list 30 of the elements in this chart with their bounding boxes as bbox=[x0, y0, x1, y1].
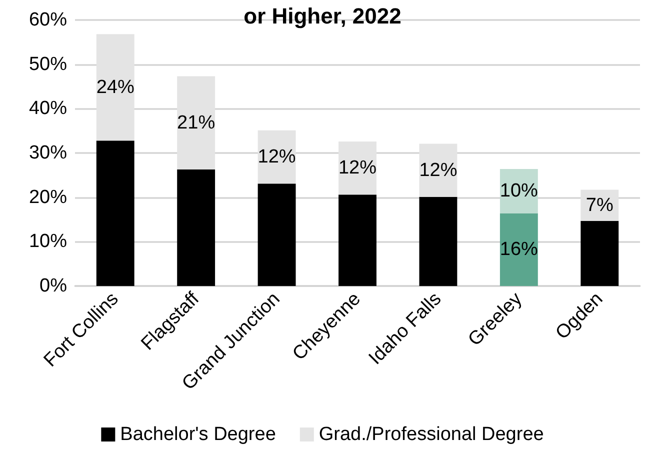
data-label: 16% bbox=[500, 239, 538, 260]
data-label: 12% bbox=[419, 160, 458, 181]
bar bbox=[500, 213, 538, 286]
legend-label: Bachelor's Degree bbox=[120, 424, 276, 445]
bar bbox=[338, 194, 376, 286]
y-tick-label: 20% bbox=[28, 186, 68, 208]
bar bbox=[177, 169, 216, 286]
data-label: 10% bbox=[500, 180, 538, 202]
bar bbox=[580, 220, 619, 286]
chart-title: or Higher, 2022 bbox=[244, 4, 402, 28]
bar bbox=[258, 130, 296, 184]
legend-label: Grad./Professional Degree bbox=[318, 424, 544, 445]
bar bbox=[258, 184, 296, 286]
data-label: 12% bbox=[258, 146, 296, 168]
bar bbox=[419, 196, 458, 286]
data-label: 24% bbox=[96, 76, 134, 98]
data-label: 7% bbox=[586, 194, 614, 216]
y-tick-label: 40% bbox=[28, 98, 68, 120]
data-label: 21% bbox=[177, 112, 216, 134]
y-tick-label: 0% bbox=[40, 276, 68, 296]
bar bbox=[177, 76, 216, 170]
bar bbox=[96, 140, 134, 286]
y-tick-label: 60% bbox=[28, 10, 68, 30]
data-label: 12% bbox=[338, 158, 377, 179]
bar bbox=[96, 34, 134, 141]
y-tick-label: 30% bbox=[28, 142, 68, 164]
bar bbox=[338, 141, 376, 195]
y-tick-label: 10% bbox=[28, 231, 68, 252]
bar bbox=[419, 144, 458, 197]
y-tick-label: 50% bbox=[28, 54, 68, 75]
